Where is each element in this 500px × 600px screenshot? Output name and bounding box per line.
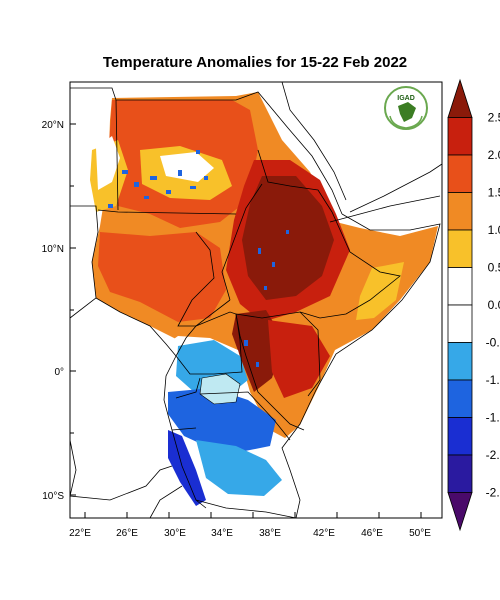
map-title: Temperature Anomalies for 15-22 Feb 2022 [102,54,408,71]
colorbar-bin [447,417,473,456]
igad-logo-map-mark [398,102,416,122]
anomaly-region-neutral-northwest [96,136,120,190]
anomaly-region-cool-tanzania [196,440,282,496]
colorbar-label: 1.0 [488,223,500,237]
lon-label: 26°E [116,528,138,539]
colorbar-label: -1.5 [486,411,500,425]
colorbar-bin [447,454,473,493]
anomaly-region-moderate-somalia [356,262,404,320]
colorbar-bin [447,267,473,306]
colorbar-label: -0.5 [486,336,500,350]
anomaly-region-neutral-sahara [160,152,214,182]
colorbar-bin [447,304,473,343]
latitude-labels: 20°N 10°N 0° 10°S [42,120,65,502]
lon-label: 42°E [313,528,335,539]
latitude-ticks [70,123,76,496]
map-frame-border [69,81,443,519]
colorbar-labels: 2.5 2.0 1.5 1.0 0.5 0.0 -0.5 -1.0 -1.5 -2.0 -2.5 [486,111,500,500]
anomaly-region-cold-tanzania [168,388,276,452]
anomaly-region-hot-kenya [268,320,330,398]
border-west [69,205,177,501]
cool-speckles [108,150,289,367]
lat-label: 20°N [42,120,64,131]
colorbar [447,78,473,532]
colorbar-label: 2.5 [488,111,500,125]
coastline-somalia [281,213,441,519]
colorbar-bin [447,192,473,231]
colorbar-label: 2.0 [488,148,500,162]
border-sudan-ethiopia [221,183,263,301]
igad-logo: IGAD [384,86,428,130]
lon-label: 22°E [69,528,91,539]
longitude-ticks [84,512,422,518]
igad-logo-wreath [389,115,423,129]
colorbar-label: -2.0 [486,448,500,462]
igad-logo-text: IGAD [397,95,415,102]
lat-label: 10°S [42,491,64,502]
lon-label: 50°E [409,528,431,539]
border-south-mozambique [149,485,183,519]
colorbar-label: 0.0 [488,298,500,312]
colorbar-bin [447,229,473,268]
colorbar-label: 0.5 [488,261,500,275]
colorbar-bin [447,492,473,532]
border-sudan-eritrea [257,149,333,213]
colorbar-bin [447,379,473,418]
lat-label: 0° [54,367,64,378]
lat-label: 10°N [42,244,64,255]
colorbar-bin [447,154,473,193]
coastline-arabia [281,81,443,223]
colorbar-bin [447,117,473,156]
lon-label: 46°E [361,528,383,539]
lon-label: 38°E [259,528,281,539]
longitude-labels: 22°E 26°E 30°E 34°E 38°E 42°E 46°E 50°E [69,528,431,539]
border-uganda [175,311,243,375]
colorbar-label: -2.5 [486,486,500,500]
map-field [90,92,438,510]
anomaly-region-very-hot-ethiopia [242,176,334,300]
lon-label: 30°E [164,528,186,539]
border-egypt-sudan [97,99,237,215]
colorbar-label: -1.0 [486,373,500,387]
colorbar-label: 1.5 [488,186,500,200]
border-ethiopia-somalia [299,211,401,319]
anomaly-region-warm-west [98,232,226,322]
lon-label: 34°E [211,528,233,539]
colorbar-bin [447,342,473,381]
border-tanzania [195,391,297,519]
country-borders [69,81,443,519]
colorbar-bin [447,78,473,118]
coastline-north-red-sea [70,87,343,215]
border-kenya [235,311,321,431]
